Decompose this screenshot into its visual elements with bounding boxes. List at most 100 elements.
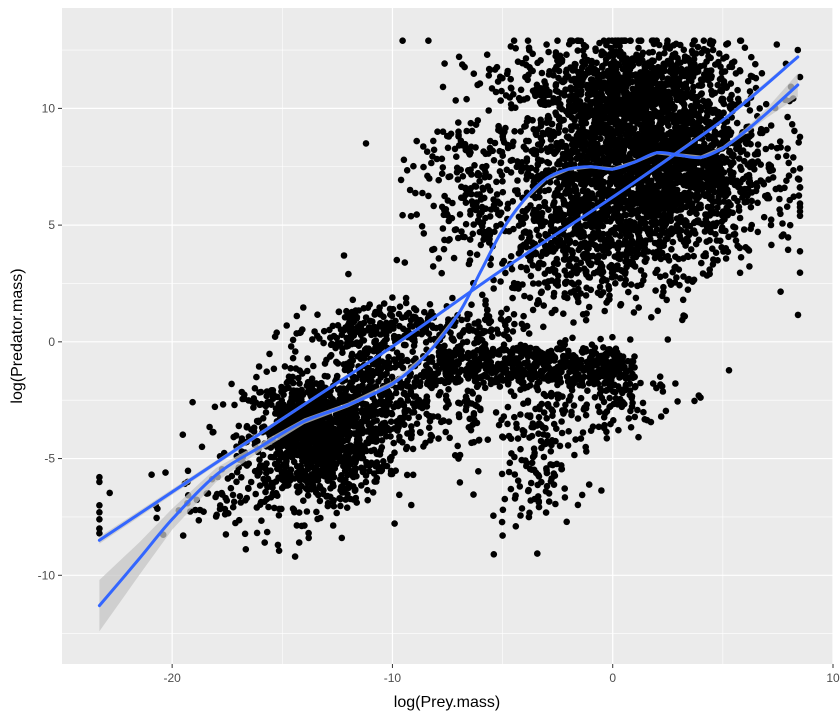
data-point bbox=[691, 163, 698, 170]
data-point bbox=[546, 89, 553, 96]
data-point bbox=[523, 176, 530, 183]
data-point bbox=[661, 61, 668, 68]
data-point bbox=[256, 363, 263, 370]
data-point bbox=[669, 208, 676, 215]
data-point bbox=[650, 211, 657, 218]
data-point bbox=[272, 333, 279, 340]
data-point bbox=[548, 136, 555, 143]
data-point bbox=[352, 486, 359, 493]
data-point bbox=[768, 222, 775, 229]
data-point bbox=[682, 197, 689, 204]
data-point bbox=[718, 227, 725, 234]
data-point bbox=[654, 267, 661, 274]
data-point bbox=[268, 401, 275, 408]
data-point bbox=[734, 120, 741, 127]
data-point bbox=[621, 37, 628, 44]
data-point bbox=[723, 156, 730, 163]
data-point bbox=[659, 74, 666, 81]
data-point bbox=[614, 60, 621, 67]
data-point bbox=[776, 206, 783, 213]
data-point bbox=[364, 487, 371, 494]
data-point bbox=[327, 485, 334, 492]
data-point bbox=[763, 146, 770, 153]
data-point bbox=[581, 53, 588, 60]
data-point bbox=[621, 97, 628, 104]
data-point bbox=[669, 90, 676, 97]
data-point bbox=[670, 239, 677, 246]
data-point bbox=[629, 79, 636, 86]
data-point bbox=[304, 508, 311, 515]
data-point bbox=[677, 42, 684, 49]
data-point bbox=[618, 122, 625, 129]
data-point bbox=[556, 104, 563, 111]
data-point bbox=[583, 83, 590, 90]
data-point bbox=[329, 470, 336, 477]
data-point bbox=[682, 80, 689, 87]
data-point bbox=[278, 506, 285, 513]
data-point bbox=[595, 178, 602, 185]
data-point bbox=[655, 110, 662, 117]
data-point bbox=[342, 486, 349, 493]
data-point bbox=[603, 299, 610, 306]
data-point bbox=[661, 199, 668, 206]
data-point bbox=[596, 118, 603, 125]
data-point bbox=[633, 207, 640, 214]
data-point bbox=[797, 269, 804, 276]
data-point bbox=[741, 199, 748, 206]
data-point bbox=[563, 161, 570, 168]
data-point bbox=[613, 171, 620, 178]
data-point bbox=[374, 475, 381, 482]
data-point bbox=[614, 71, 621, 78]
data-point bbox=[418, 372, 425, 379]
data-point bbox=[233, 479, 240, 486]
data-point bbox=[761, 214, 768, 221]
data-point bbox=[310, 363, 317, 370]
data-point bbox=[785, 247, 792, 254]
data-point bbox=[755, 141, 762, 148]
data-point bbox=[638, 93, 645, 100]
data-point bbox=[797, 208, 804, 215]
data-point bbox=[648, 314, 655, 321]
data-point bbox=[597, 72, 604, 79]
data-point bbox=[575, 69, 582, 76]
data-point bbox=[632, 193, 639, 200]
data-point bbox=[725, 40, 732, 47]
data-point bbox=[549, 121, 556, 128]
data-point bbox=[461, 64, 468, 71]
data-point bbox=[669, 111, 676, 118]
data-point bbox=[693, 241, 700, 248]
data-point bbox=[640, 131, 647, 138]
data-point bbox=[775, 154, 782, 161]
data-point bbox=[669, 165, 676, 172]
data-point bbox=[265, 504, 272, 511]
data-point bbox=[525, 138, 532, 145]
data-point bbox=[785, 234, 792, 241]
data-point bbox=[288, 466, 295, 473]
data-point bbox=[619, 56, 626, 63]
data-point bbox=[245, 485, 252, 492]
data-point bbox=[388, 454, 395, 461]
data-point bbox=[578, 118, 585, 125]
data-point bbox=[349, 351, 356, 358]
data-point bbox=[608, 61, 615, 68]
data-point bbox=[378, 366, 385, 373]
data-point bbox=[681, 190, 688, 197]
data-point bbox=[581, 42, 588, 49]
data-point bbox=[597, 98, 604, 105]
data-point bbox=[677, 136, 684, 143]
data-point bbox=[721, 81, 728, 88]
data-point bbox=[536, 232, 543, 239]
data-point bbox=[296, 380, 303, 387]
data-point bbox=[390, 440, 397, 447]
data-point bbox=[755, 151, 762, 158]
data-point bbox=[373, 437, 380, 444]
data-point bbox=[708, 183, 715, 190]
data-point bbox=[344, 446, 351, 453]
data-point bbox=[664, 116, 671, 123]
data-point bbox=[380, 463, 387, 470]
data-point bbox=[580, 137, 587, 144]
data-point bbox=[708, 207, 715, 214]
data-point bbox=[646, 117, 653, 124]
data-point bbox=[779, 233, 786, 240]
data-point bbox=[709, 162, 716, 169]
